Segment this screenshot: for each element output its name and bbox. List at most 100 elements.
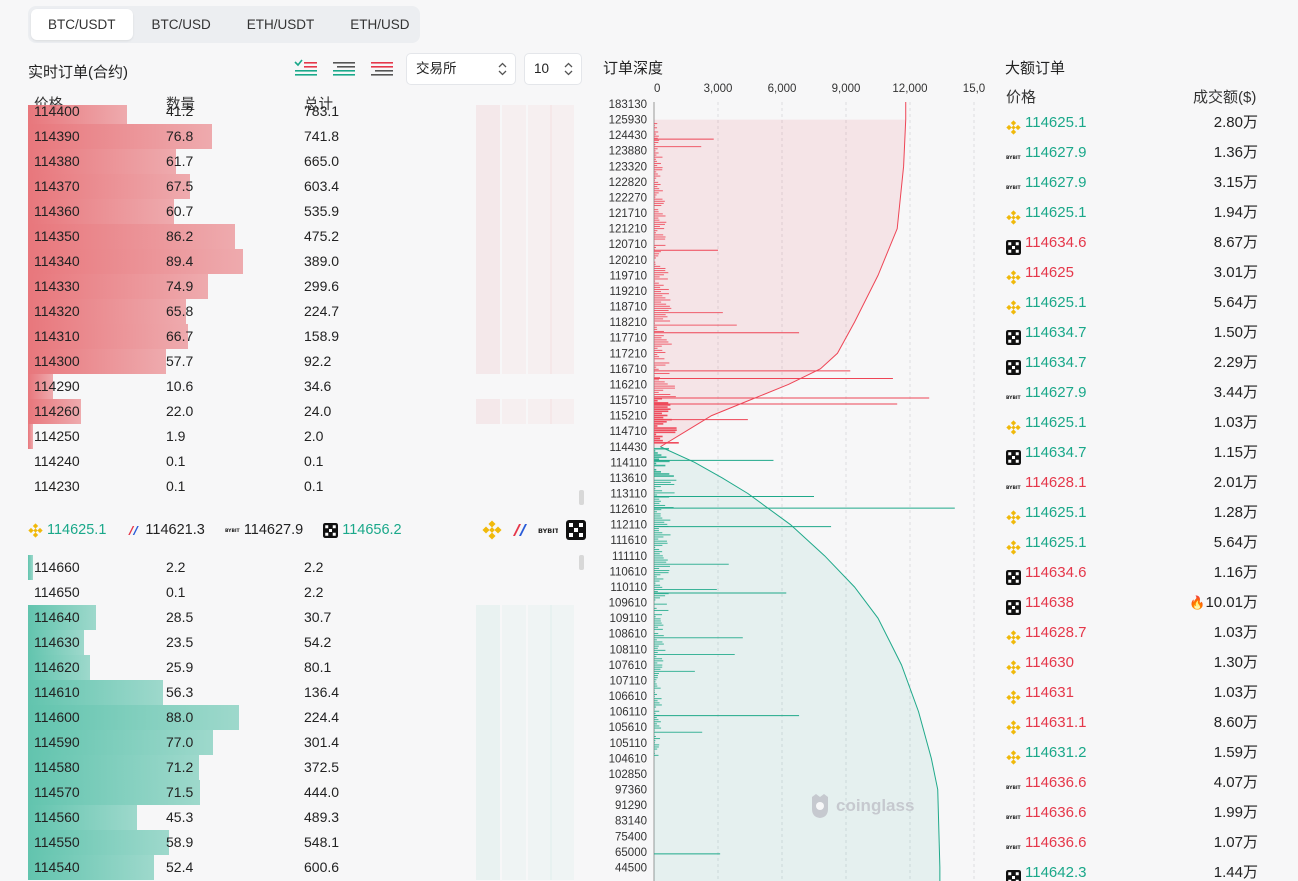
bid-row[interactable]: 114660 2.2 2.2 <box>28 555 580 580</box>
large-order-row[interactable]: 114634.7 1.50万 <box>1004 318 1266 348</box>
bybit-filter-icon[interactable]: BYBIT <box>538 520 558 540</box>
large-order-row[interactable]: 114631.2 1.59万 <box>1004 738 1266 768</box>
view-bids-icon[interactable] <box>331 58 357 80</box>
large-order-price: 114634.7 <box>1025 354 1087 371</box>
large-order-amount-value: 1.03万 <box>1213 624 1258 641</box>
ask-row[interactable]: 114340 89.4 389.0 <box>28 249 580 274</box>
large-order-row[interactable]: BYBIT 114627.9 1.36万 <box>1004 138 1266 168</box>
bitmex-filter-icon[interactable] <box>510 520 530 540</box>
large-order-row[interactable]: 114628.7 1.03万 <box>1004 618 1266 648</box>
ask-row[interactable]: 114250 1.9 2.0 <box>28 424 580 449</box>
large-order-amount-value: 8.67万 <box>1213 234 1258 251</box>
ask-row[interactable]: 114260 22.0 24.0 <box>28 399 580 424</box>
large-order-row[interactable]: 114642.3 1.44万 <box>1004 858 1266 881</box>
bid-row[interactable]: 114580 71.2 372.5 <box>28 755 580 780</box>
bids-scrollbar[interactable] <box>579 555 584 570</box>
row-total: 603.4 <box>304 178 340 194</box>
exchange-price: 114656.2 <box>342 522 402 538</box>
large-order-row[interactable]: 114625.1 5.64万 <box>1004 528 1266 558</box>
large-order-price: 114627.9 <box>1025 384 1087 401</box>
row-total: 34.6 <box>304 378 332 394</box>
ask-row[interactable]: 114390 76.8 741.8 <box>28 124 580 149</box>
large-order-row[interactable]: BYBIT 114627.9 3.15万 <box>1004 168 1266 198</box>
large-order-row[interactable]: 114625.1 2.80万 <box>1004 108 1266 138</box>
row-total: 92.2 <box>304 353 332 369</box>
ask-row[interactable]: 114300 57.7 92.2 <box>28 349 580 374</box>
large-order-row[interactable]: 114625.1 1.03万 <box>1004 408 1266 438</box>
y-tick-label: 117710 <box>609 333 647 345</box>
large-order-row[interactable]: BYBIT 114628.1 2.01万 <box>1004 468 1266 498</box>
bid-row[interactable]: 114620 25.9 80.1 <box>28 655 580 680</box>
large-order-row[interactable]: 114631 1.03万 <box>1004 678 1266 708</box>
ask-row[interactable]: 114330 74.9 299.6 <box>28 274 580 299</box>
view-asks-icon[interactable] <box>369 58 395 80</box>
large-order-amount-value: 5.64万 <box>1213 534 1258 551</box>
okx-filter-icon[interactable] <box>566 520 586 540</box>
bid-row[interactable]: 114650 0.1 2.2 <box>28 580 580 605</box>
large-order-row[interactable]: 114634.7 1.15万 <box>1004 438 1266 468</box>
bid-row[interactable]: 114560 45.3 489.3 <box>28 805 580 830</box>
large-order-row[interactable]: BYBIT 114636.6 1.07万 <box>1004 828 1266 858</box>
tab-btc-usd[interactable]: BTC/USD <box>151 17 211 32</box>
ask-row[interactable]: 114380 61.7 665.0 <box>28 149 580 174</box>
row-qty: 71.5 <box>166 784 194 800</box>
ask-row[interactable]: 114360 60.7 535.9 <box>28 199 580 224</box>
exchange-share-cell <box>476 605 500 630</box>
ask-row[interactable]: 114230 0.1 0.1 <box>28 474 580 499</box>
large-order-price: 114625 <box>1025 264 1074 281</box>
tab-eth-usdt[interactable]: ETH/USDT <box>246 17 315 32</box>
binance-filter-icon[interactable] <box>482 520 502 540</box>
large-order-row[interactable]: 114625.1 5.64万 <box>1004 288 1266 318</box>
row-total: 600.6 <box>304 859 340 875</box>
binance-icon <box>1006 416 1021 435</box>
ask-row[interactable]: 114290 10.6 34.6 <box>28 374 580 399</box>
ask-row[interactable]: 114350 86.2 475.2 <box>28 224 580 249</box>
ask-row[interactable]: 114310 66.7 158.9 <box>28 324 580 349</box>
row-qty: 61.7 <box>166 153 194 169</box>
row-qty: 0.1 <box>166 453 186 469</box>
row-total: 224.7 <box>304 303 340 319</box>
bid-row[interactable]: 114630 23.5 54.2 <box>28 630 580 655</box>
asks-scrollbar[interactable] <box>579 490 584 505</box>
ask-row[interactable]: 114320 65.8 224.7 <box>28 299 580 324</box>
row-price: 114370 <box>34 178 80 194</box>
bid-row[interactable]: 114540 52.4 600.6 <box>28 855 580 880</box>
view-both-icon[interactable] <box>293 58 319 80</box>
large-order-row[interactable]: BYBIT 114636.6 1.99万 <box>1004 798 1266 828</box>
col-qty: 数量 <box>166 97 195 113</box>
tab-btc-usdt[interactable]: BTC/USDT <box>31 9 133 40</box>
ask-row[interactable]: 114240 0.1 0.1 <box>28 449 580 474</box>
ask-row[interactable]: 114370 67.5 603.4 <box>28 174 580 199</box>
large-order-row[interactable]: 114630 1.30万 <box>1004 648 1266 678</box>
large-order-row[interactable]: 114634.6 8.67万 <box>1004 228 1266 258</box>
large-order-amount-value: 3.01万 <box>1213 264 1258 281</box>
bid-row[interactable]: 114570 71.5 444.0 <box>28 780 580 805</box>
large-order-row[interactable]: 114625.1 1.94万 <box>1004 198 1266 228</box>
bid-row[interactable]: 114610 56.3 136.4 <box>28 680 580 705</box>
large-order-row[interactable]: BYBIT 114627.9 3.44万 <box>1004 378 1266 408</box>
x-tick-label: 15,0 <box>963 83 985 95</box>
bid-row[interactable]: 114640 28.5 30.7 <box>28 605 580 630</box>
row-price: 114660 <box>34 559 80 575</box>
large-order-row[interactable]: 114625.1 1.28万 <box>1004 498 1266 528</box>
row-qty: 2.2 <box>166 559 186 575</box>
large-order-row[interactable]: 114625 3.01万 <box>1004 258 1266 288</box>
bid-row[interactable]: 114550 58.9 548.1 <box>28 830 580 855</box>
exchange-select[interactable]: 交易所 <box>406 53 516 85</box>
large-order-amount-value: 2.01万 <box>1213 474 1258 491</box>
bid-row[interactable]: 114600 88.0 224.4 <box>28 705 580 730</box>
large-order-amount-value: 1.16万 <box>1213 564 1258 581</box>
exchange-share-cell <box>528 249 552 274</box>
large-order-row[interactable]: 114634.6 1.16万 <box>1004 558 1266 588</box>
large-order-row[interactable]: 114638 🔥10.01万 <box>1004 588 1266 618</box>
qty-bar <box>28 349 167 374</box>
large-order-row[interactable]: 114631.1 8.60万 <box>1004 708 1266 738</box>
bid-row[interactable]: 114590 77.0 301.4 <box>28 730 580 755</box>
large-order-row[interactable]: 114634.7 2.29万 <box>1004 348 1266 378</box>
exchange-share-cell <box>528 399 552 424</box>
tab-eth-usd[interactable]: ETH/USD <box>350 17 410 32</box>
row-price: 114540 <box>34 859 80 875</box>
ask-row[interactable]: 114400 41.2 783.1 <box>28 105 580 124</box>
depth-select[interactable]: 10 <box>524 53 582 85</box>
large-order-row[interactable]: BYBIT 114636.6 4.07万 <box>1004 768 1266 798</box>
